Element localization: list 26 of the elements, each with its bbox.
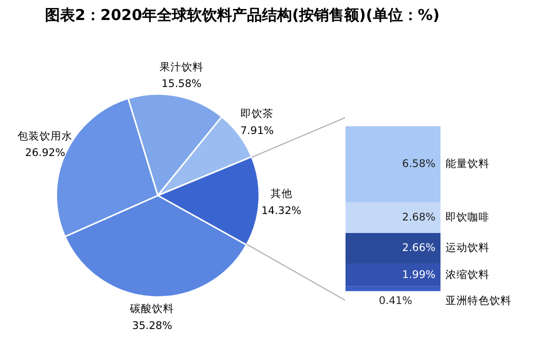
series-label: 能量饮料 (446, 157, 490, 170)
data-label: 7.91% (240, 125, 274, 138)
bar (346, 126, 440, 202)
data-label: 14.32% (261, 204, 302, 217)
bar (346, 264, 440, 286)
series-label: 运动饮料 (446, 241, 490, 254)
data-label: 2.66% (402, 242, 436, 254)
data-label: 1.99% (402, 268, 436, 281)
bar (346, 202, 440, 233)
data-label: 15.58% (161, 78, 202, 90)
series-label: 即饮咖啡 (446, 210, 490, 224)
slice-label: 果汁饮料 (159, 60, 204, 74)
data-label: 35.28% (132, 320, 172, 332)
series-label: 亚洲特色饮料 (446, 294, 512, 308)
data-label: 0.41% (378, 295, 412, 308)
slice-label: 其他 (270, 187, 292, 200)
data-label: 6.58% (402, 158, 436, 170)
slice-label: 碳酸饮料 (129, 302, 174, 315)
data-label: 2.68% (402, 211, 436, 224)
data-label: 26.92% (25, 147, 66, 160)
slice-label: 包装饮用水 (18, 129, 73, 142)
series-label: 浓缩饮料 (446, 268, 490, 281)
bar (346, 286, 440, 292)
bar (346, 232, 440, 264)
chart-title: 图表2：2020年全球软饮料产品结构(按销售额)(单位：%) (45, 5, 440, 26)
slice-label: 即饮茶 (240, 107, 274, 120)
